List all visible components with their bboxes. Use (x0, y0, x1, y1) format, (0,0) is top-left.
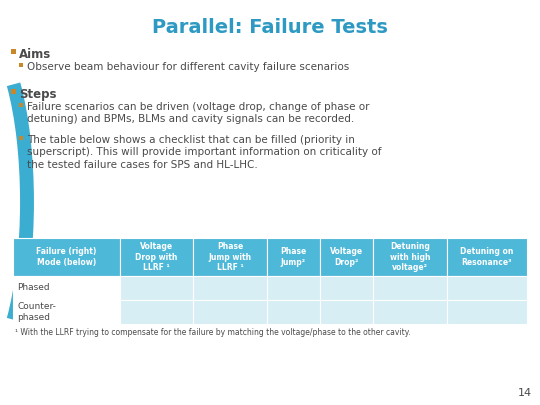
Bar (19, 103, 23, 107)
Text: The table below shows a checklist that can be filled (priority in
superscript). : The table below shows a checklist that c… (27, 135, 381, 170)
Bar (193, 300, 267, 324)
Bar (13, 300, 120, 324)
Text: Observe beam behaviour for different cavity failure scenarios: Observe beam behaviour for different cav… (27, 62, 349, 72)
Bar (267, 276, 320, 300)
Bar (267, 238, 320, 276)
Bar (120, 238, 193, 276)
Bar (320, 238, 374, 276)
Bar (447, 238, 527, 276)
Text: Voltage
Drop with
LLRF ¹: Voltage Drop with LLRF ¹ (136, 242, 178, 272)
Text: Phase
Jump²: Phase Jump² (280, 247, 307, 267)
Bar (320, 276, 374, 300)
Text: Failure scenarios can be driven (voltage drop, change of phase or
detuning) and : Failure scenarios can be driven (voltage… (27, 102, 369, 124)
Bar (193, 276, 267, 300)
Text: Detuning on
Resonance³: Detuning on Resonance³ (460, 247, 514, 267)
Bar (267, 300, 320, 324)
Bar (11, 89, 16, 94)
Text: Phased: Phased (17, 284, 50, 292)
Bar (13, 276, 120, 300)
Bar (447, 276, 527, 300)
Text: Detuning
with high
voltage²: Detuning with high voltage² (390, 242, 430, 272)
Text: Phase
Jump with
LLRF ¹: Phase Jump with LLRF ¹ (208, 242, 252, 272)
Bar (374, 300, 447, 324)
Bar (320, 300, 374, 324)
Bar (11, 49, 16, 54)
Bar (19, 136, 23, 140)
Bar (447, 300, 527, 324)
Text: Counter-
phased: Counter- phased (17, 302, 56, 322)
Text: Aims: Aims (19, 48, 51, 61)
Text: Steps: Steps (19, 88, 57, 101)
Bar (120, 276, 193, 300)
Text: 14: 14 (518, 388, 532, 398)
Bar (193, 238, 267, 276)
Bar (374, 238, 447, 276)
Bar (13, 238, 120, 276)
Text: Parallel: Failure Tests: Parallel: Failure Tests (152, 18, 388, 37)
Bar (120, 300, 193, 324)
Text: Failure (right)
Mode (below): Failure (right) Mode (below) (36, 247, 97, 267)
Bar (19, 63, 23, 67)
Text: Voltage
Drop²: Voltage Drop² (330, 247, 363, 267)
Text: ¹ With the LLRF trying to compensate for the failure by matching the voltage/pha: ¹ With the LLRF trying to compensate for… (15, 328, 410, 337)
Bar (374, 276, 447, 300)
